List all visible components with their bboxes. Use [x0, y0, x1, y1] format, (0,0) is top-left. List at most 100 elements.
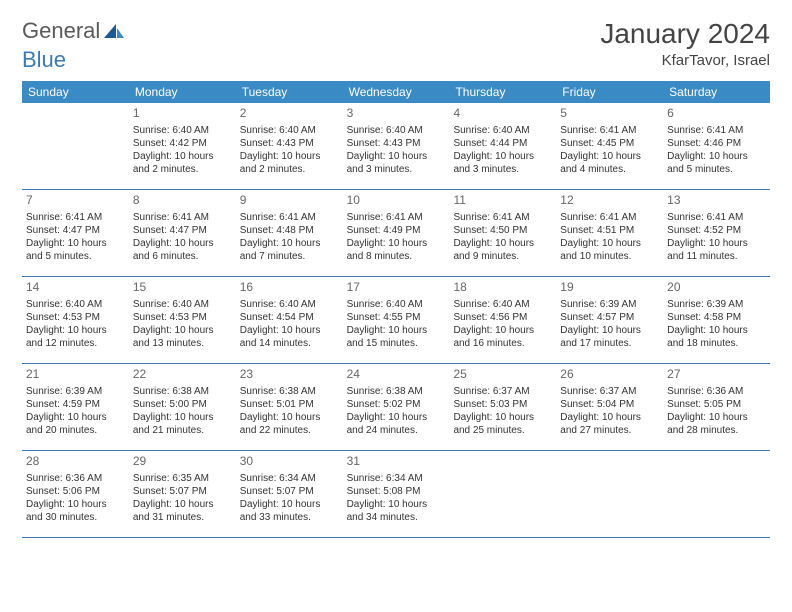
day-number: 4	[453, 106, 552, 122]
day-cell: 1Sunrise: 6:40 AMSunset: 4:42 PMDaylight…	[129, 103, 236, 189]
day-info-line: Daylight: 10 hours	[240, 324, 339, 337]
day-number: 13	[667, 193, 766, 209]
brand-logo: General	[22, 18, 128, 44]
day-info-line: and 25 minutes.	[453, 424, 552, 437]
days-of-week-header: SundayMondayTuesdayWednesdayThursdayFrid…	[22, 81, 770, 103]
day-info-line: Daylight: 10 hours	[347, 237, 446, 250]
day-cell	[22, 103, 129, 189]
day-number: 18	[453, 280, 552, 296]
day-number: 15	[133, 280, 232, 296]
day-info-line: Sunset: 5:00 PM	[133, 398, 232, 411]
day-cell: 22Sunrise: 6:38 AMSunset: 5:00 PMDayligh…	[129, 364, 236, 450]
day-cell: 31Sunrise: 6:34 AMSunset: 5:08 PMDayligh…	[343, 451, 450, 537]
day-info-line: Sunset: 5:08 PM	[347, 485, 446, 498]
day-info-line: Daylight: 10 hours	[453, 237, 552, 250]
dow-cell: Saturday	[663, 81, 770, 103]
week-row: 7Sunrise: 6:41 AMSunset: 4:47 PMDaylight…	[22, 190, 770, 277]
day-info-line: and 2 minutes.	[240, 163, 339, 176]
day-info-line: Sunrise: 6:34 AM	[347, 472, 446, 485]
day-cell: 17Sunrise: 6:40 AMSunset: 4:55 PMDayligh…	[343, 277, 450, 363]
day-info-line: Daylight: 10 hours	[667, 411, 766, 424]
day-cell: 3Sunrise: 6:40 AMSunset: 4:43 PMDaylight…	[343, 103, 450, 189]
day-info-line: Sunset: 4:43 PM	[240, 137, 339, 150]
day-cell	[663, 451, 770, 537]
day-info-line: Sunset: 5:04 PM	[560, 398, 659, 411]
day-cell: 16Sunrise: 6:40 AMSunset: 4:54 PMDayligh…	[236, 277, 343, 363]
day-number: 31	[347, 454, 446, 470]
day-number: 20	[667, 280, 766, 296]
day-info-line: Sunset: 4:50 PM	[453, 224, 552, 237]
day-info-line: Sunset: 4:59 PM	[26, 398, 125, 411]
day-info-line: Sunrise: 6:39 AM	[26, 385, 125, 398]
day-info-line: Sunset: 5:03 PM	[453, 398, 552, 411]
day-info-line: Daylight: 10 hours	[667, 324, 766, 337]
day-cell: 15Sunrise: 6:40 AMSunset: 4:53 PMDayligh…	[129, 277, 236, 363]
day-info-line: and 9 minutes.	[453, 250, 552, 263]
sail-icon	[102, 22, 126, 40]
day-number: 3	[347, 106, 446, 122]
day-info-line: and 18 minutes.	[667, 337, 766, 350]
week-row: 21Sunrise: 6:39 AMSunset: 4:59 PMDayligh…	[22, 364, 770, 451]
day-info-line: Daylight: 10 hours	[560, 324, 659, 337]
day-info-line: Sunrise: 6:39 AM	[667, 298, 766, 311]
day-cell: 10Sunrise: 6:41 AMSunset: 4:49 PMDayligh…	[343, 190, 450, 276]
day-number: 8	[133, 193, 232, 209]
day-number: 12	[560, 193, 659, 209]
dow-cell: Monday	[129, 81, 236, 103]
day-info-line: Sunset: 4:46 PM	[667, 137, 766, 150]
day-info-line: and 33 minutes.	[240, 511, 339, 524]
dow-cell: Thursday	[449, 81, 556, 103]
day-info-line: Sunrise: 6:36 AM	[667, 385, 766, 398]
day-info-line: Daylight: 10 hours	[133, 498, 232, 511]
day-info-line: and 10 minutes.	[560, 250, 659, 263]
day-info-line: Sunrise: 6:41 AM	[667, 211, 766, 224]
day-info-line: Sunrise: 6:40 AM	[240, 124, 339, 137]
day-info-line: Daylight: 10 hours	[133, 237, 232, 250]
day-info-line: Daylight: 10 hours	[667, 150, 766, 163]
day-info-line: Sunrise: 6:40 AM	[133, 298, 232, 311]
day-info-line: and 13 minutes.	[133, 337, 232, 350]
day-info-line: Daylight: 10 hours	[453, 411, 552, 424]
day-info-line: and 15 minutes.	[347, 337, 446, 350]
day-cell: 2 Sunrise: 6:40 AMSunset: 4:43 PMDaylight…	[236, 103, 343, 189]
day-info-line: Sunset: 4:55 PM	[347, 311, 446, 324]
day-info-line: Daylight: 10 hours	[240, 411, 339, 424]
day-number: 10	[347, 193, 446, 209]
day-number: 17	[347, 280, 446, 296]
day-info-line: Sunrise: 6:37 AM	[453, 385, 552, 398]
day-number: 2	[240, 106, 339, 122]
day-info-line: and 4 minutes.	[560, 163, 659, 176]
day-cell: 29Sunrise: 6:35 AMSunset: 5:07 PMDayligh…	[129, 451, 236, 537]
day-cell	[556, 451, 663, 537]
day-info-line: Daylight: 10 hours	[240, 498, 339, 511]
day-number: 24	[347, 367, 446, 383]
week-row: 1Sunrise: 6:40 AMSunset: 4:42 PMDaylight…	[22, 103, 770, 190]
week-row: 14Sunrise: 6:40 AMSunset: 4:53 PMDayligh…	[22, 277, 770, 364]
day-info-line: Daylight: 10 hours	[26, 498, 125, 511]
day-number: 27	[667, 367, 766, 383]
day-info-line: Sunrise: 6:40 AM	[26, 298, 125, 311]
brand-word1: General	[22, 18, 100, 44]
day-cell: 19Sunrise: 6:39 AMSunset: 4:57 PMDayligh…	[556, 277, 663, 363]
day-info-line: Sunset: 5:07 PM	[133, 485, 232, 498]
day-info-line: Sunrise: 6:41 AM	[667, 124, 766, 137]
day-cell: 23Sunrise: 6:38 AMSunset: 5:01 PMDayligh…	[236, 364, 343, 450]
day-info-line: Daylight: 10 hours	[240, 237, 339, 250]
day-info-line: Daylight: 10 hours	[560, 150, 659, 163]
day-info-line: Daylight: 10 hours	[240, 150, 339, 163]
day-info-line: and 30 minutes.	[26, 511, 125, 524]
day-info-line: Sunset: 4:53 PM	[133, 311, 232, 324]
day-info-line: Sunrise: 6:39 AM	[560, 298, 659, 311]
day-cell: 24Sunrise: 6:38 AMSunset: 5:02 PMDayligh…	[343, 364, 450, 450]
day-info-line: Sunset: 4:52 PM	[667, 224, 766, 237]
day-info-line: Sunrise: 6:38 AM	[347, 385, 446, 398]
day-info-line: Sunset: 4:49 PM	[347, 224, 446, 237]
day-info-line: Sunset: 5:05 PM	[667, 398, 766, 411]
day-info-line: Daylight: 10 hours	[560, 411, 659, 424]
day-info-line: and 34 minutes.	[347, 511, 446, 524]
day-number: 6	[667, 106, 766, 122]
day-info-line: and 20 minutes.	[26, 424, 125, 437]
day-info-line: Sunrise: 6:40 AM	[240, 298, 339, 311]
day-info-line: Sunset: 4:54 PM	[240, 311, 339, 324]
day-cell: 27 Sunrise: 6:36 AMSunset: 5:05 PMDayligh…	[663, 364, 770, 450]
